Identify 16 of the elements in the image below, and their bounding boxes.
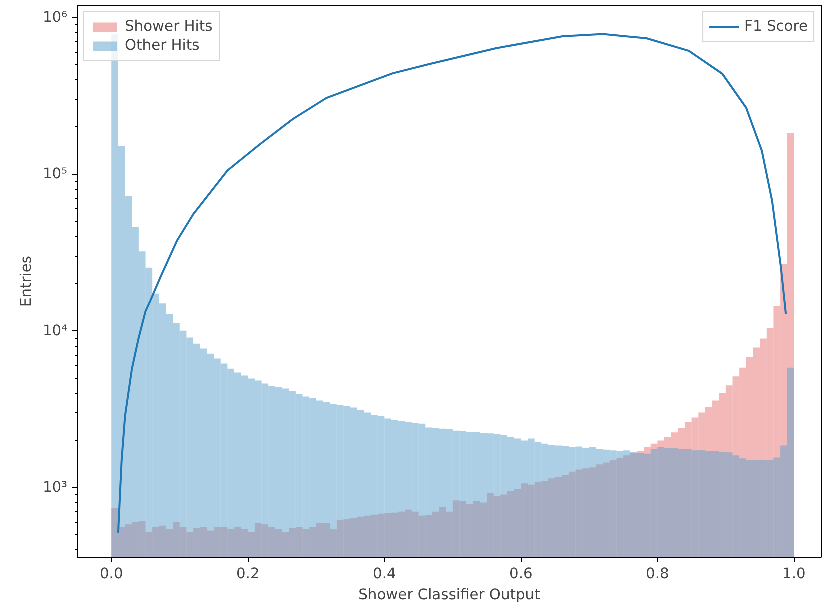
y-tick-label: 10⁴ [42,322,68,340]
x-tick-label: 0.0 [100,566,124,582]
legend-label: Other Hits [125,37,200,54]
line-series [117,33,788,534]
x-tick-label: 0.2 [236,566,260,582]
legend-label: F1 Score [744,18,808,35]
x-tick-label: 1.0 [782,566,806,582]
legend-label: Shower Hits [125,18,213,35]
y-tick-label: 10³ [42,479,68,496]
x-tick-label: 0.4 [373,566,396,582]
x-axis-title: Shower Classifier Output [358,586,541,604]
x-tick-label: 0.6 [510,566,533,582]
y-axis-title: Entries [18,256,35,308]
x-tick-label: 0.8 [646,566,670,582]
y-tick-label: 10⁵ [42,166,68,183]
y-tick-label: 10⁶ [42,8,68,26]
